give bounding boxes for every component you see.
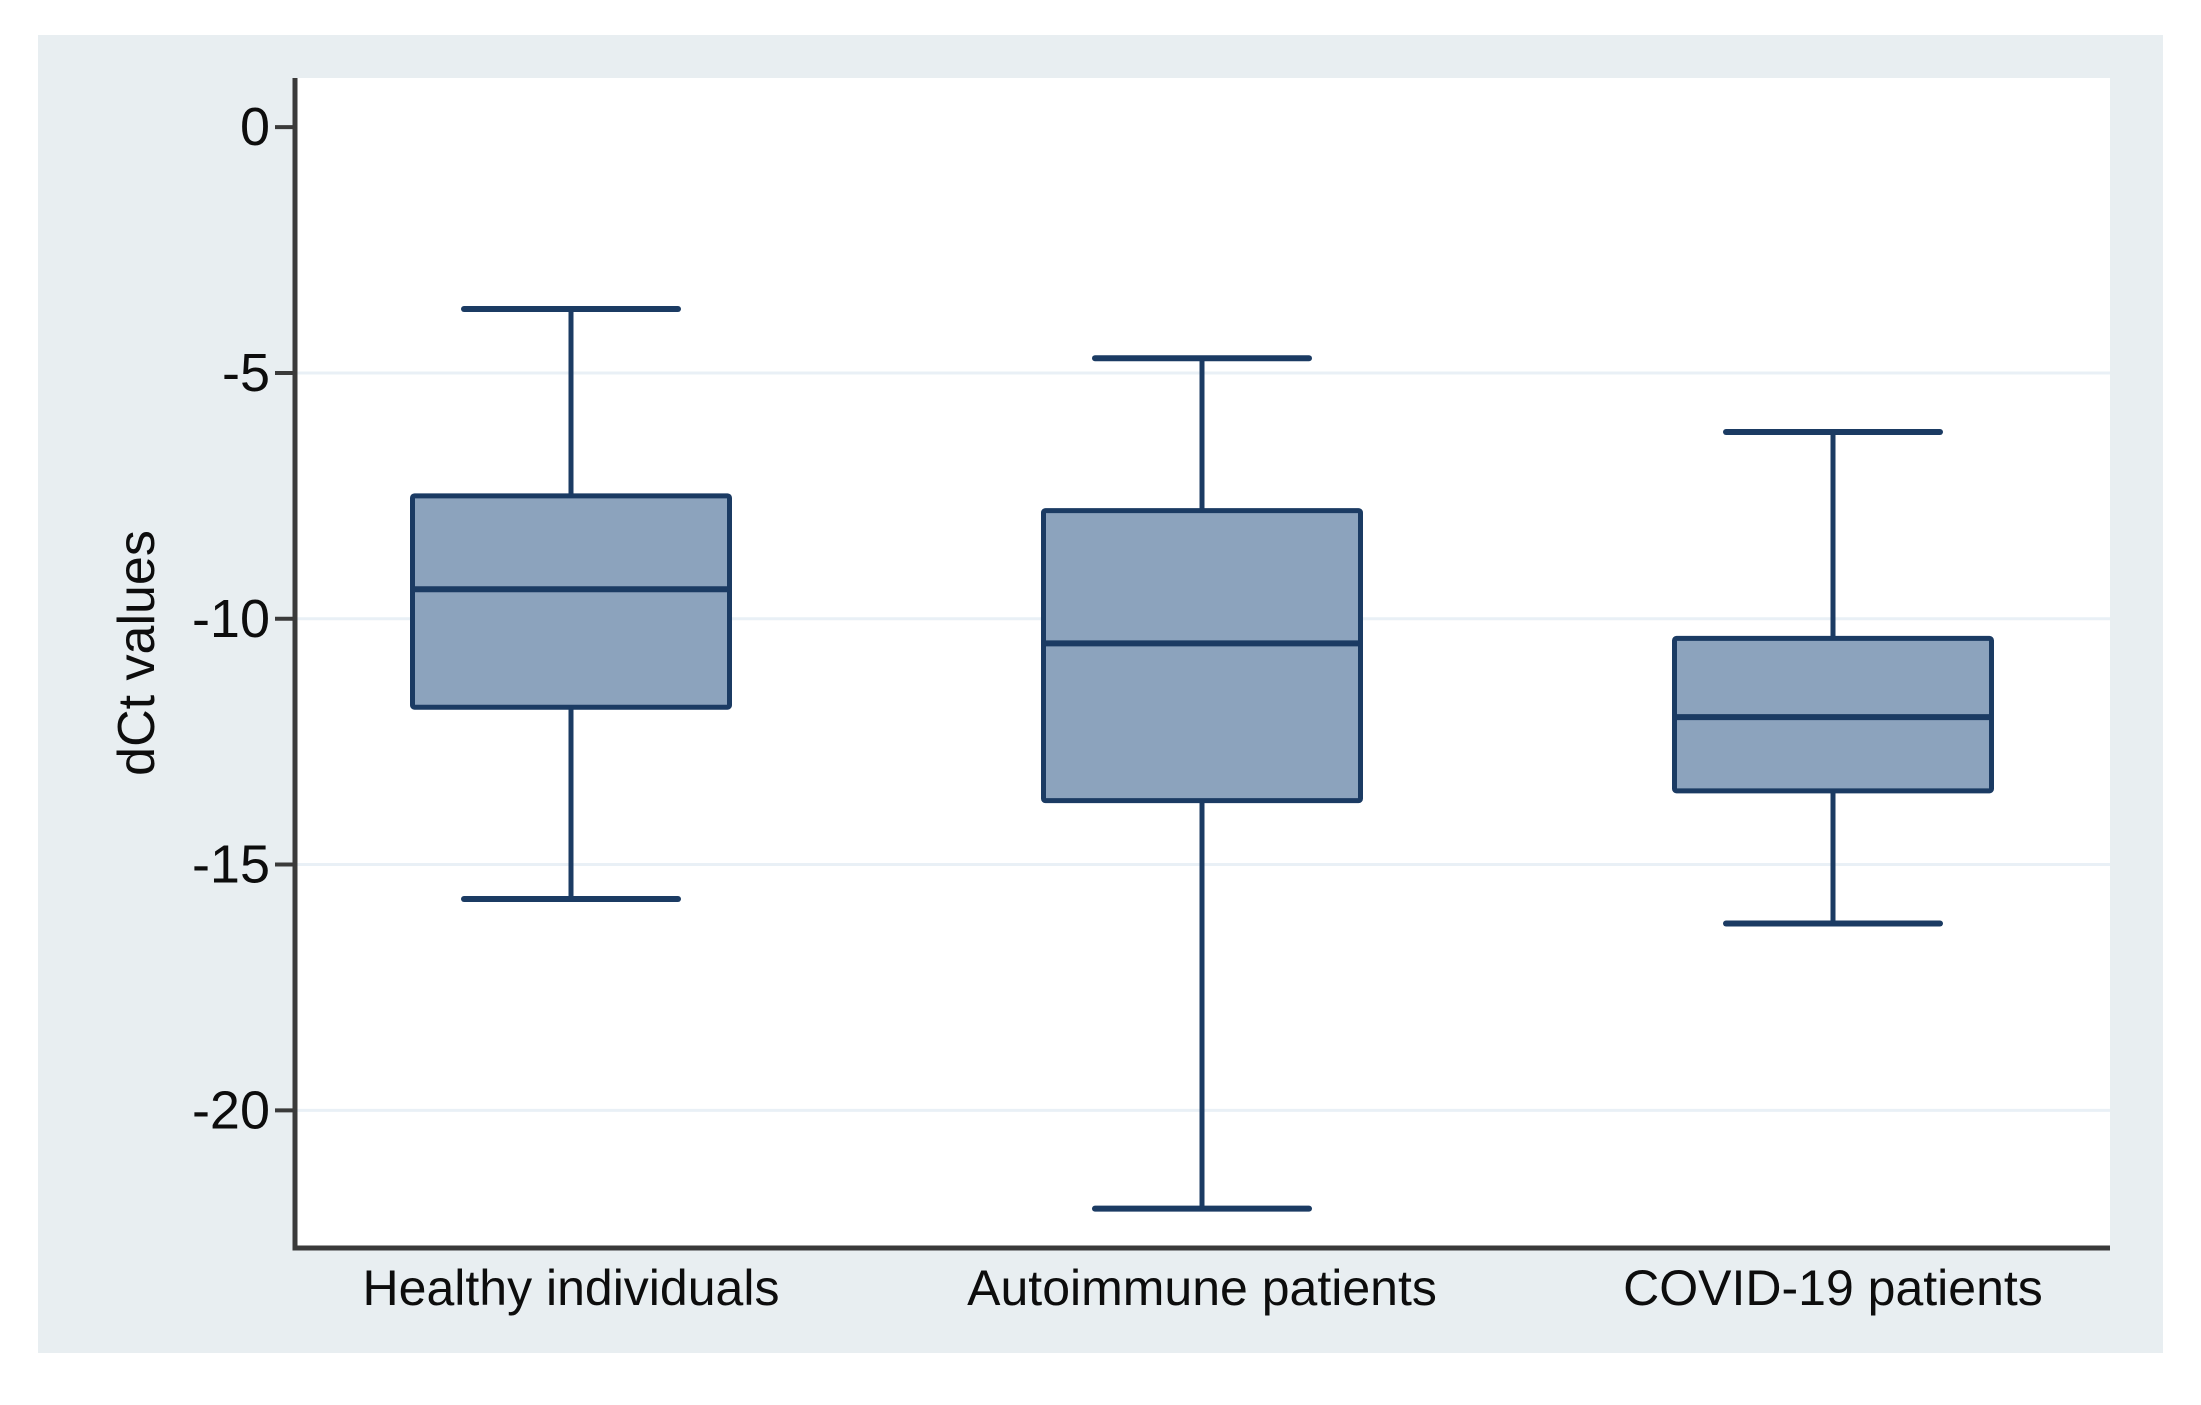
y-tick-label--5: -5 <box>222 343 270 403</box>
y-tick-label--15: -15 <box>192 835 270 895</box>
y-tick-label--10: -10 <box>192 589 270 649</box>
y-tick-label--20: -20 <box>192 1080 270 1140</box>
iqr-box-1 <box>1041 508 1363 804</box>
boxplot-svg: 0 -5 -10 -15 -20 Healthy individuals Autoimmun… <box>38 35 2163 1353</box>
y-axis-title: dCt values <box>108 530 166 776</box>
category-label-0: Healthy individuals <box>363 1260 780 1316</box>
figure: 0 -5 -10 -15 -20 Healthy individuals Autoimmun… <box>38 35 2163 1353</box>
y-tick-label-0: 0 <box>240 97 270 157</box>
category-label-1: Autoimmune patients <box>967 1260 1437 1316</box>
iqr-box-0 <box>410 493 732 710</box>
category-label-2: COVID-19 patients <box>1623 1260 2043 1316</box>
